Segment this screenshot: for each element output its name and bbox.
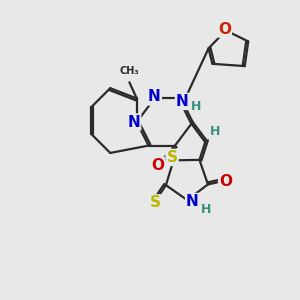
Text: H: H bbox=[191, 100, 201, 113]
Text: H: H bbox=[201, 203, 211, 216]
Text: O: O bbox=[218, 22, 231, 37]
Text: S: S bbox=[167, 150, 178, 165]
Text: S: S bbox=[150, 195, 161, 210]
Text: H: H bbox=[210, 125, 220, 138]
Text: O: O bbox=[151, 158, 164, 173]
Text: N: N bbox=[128, 115, 140, 130]
Text: N: N bbox=[186, 194, 199, 209]
Text: CH₃: CH₃ bbox=[120, 66, 139, 76]
Text: N: N bbox=[176, 94, 189, 109]
Text: O: O bbox=[219, 174, 232, 189]
Text: N: N bbox=[148, 89, 161, 104]
